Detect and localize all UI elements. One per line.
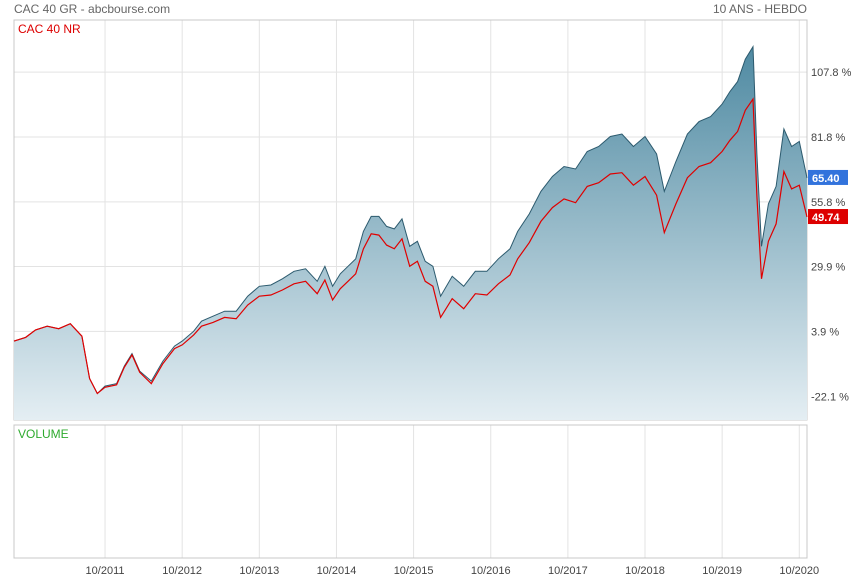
legend-cac40nr: CAC 40 NR — [18, 22, 81, 36]
last-value-tags: 65.40 49.74 — [808, 169, 848, 225]
tag-cac40nr-value: 49.74 — [812, 212, 840, 224]
y-axis: 107.8 % 81.8 % 55.8 % 29.9 % 3.9 % -22.1 % — [811, 67, 852, 403]
tag-cac40gr-box — [808, 169, 848, 185]
series-cac40nr-line — [13, 97, 808, 395]
y-tick-label: 81.8 % — [811, 132, 845, 144]
series-layer — [13, 45, 808, 420]
x-tick-label: 10/2017 — [548, 565, 588, 577]
x-tick-label: 10/2020 — [779, 565, 819, 577]
x-tick-label: 10/2019 — [702, 565, 742, 577]
tag-cac40gr: 65.40 — [808, 169, 848, 185]
y-tick-label: 107.8 % — [811, 67, 852, 79]
series-cac40gr-line — [13, 45, 808, 395]
x-tick-label: 10/2014 — [317, 565, 357, 577]
tag-cac40nr: 49.74 — [808, 209, 848, 225]
volume-label: VOLUME — [18, 427, 69, 441]
x-tick-label: 10/2015 — [394, 565, 434, 577]
x-axis: 10/2011 10/2012 10/2013 10/2014 10/2015 10/20… — [86, 565, 820, 577]
x-tick-label: 10/2016 — [471, 565, 511, 577]
tag-cac40gr-value: 65.40 — [812, 173, 840, 185]
tag-cac40nr-box — [808, 209, 848, 225]
x-tick-label: 10/2018 — [625, 565, 665, 577]
chart-title: CAC 40 GR - abcbourse.com — [14, 2, 171, 16]
y-tick-label: 55.8 % — [811, 197, 845, 209]
x-tick-label: 10/2011 — [86, 565, 125, 577]
period-label[interactable]: 10 ANS - HEBDO — [712, 2, 807, 16]
series-cac40gr-area — [14, 46, 807, 420]
volume-grid — [104, 425, 800, 558]
x-tick-label: 10/2013 — [239, 565, 279, 577]
y-tick-label: 3.9 % — [811, 326, 839, 338]
volume-panel-border — [13, 424, 808, 559]
y-tick-label: -22.1 % — [811, 391, 849, 403]
y-tick-label: 29.9 % — [811, 262, 845, 274]
x-tick-label: 10/2012 — [162, 565, 202, 577]
